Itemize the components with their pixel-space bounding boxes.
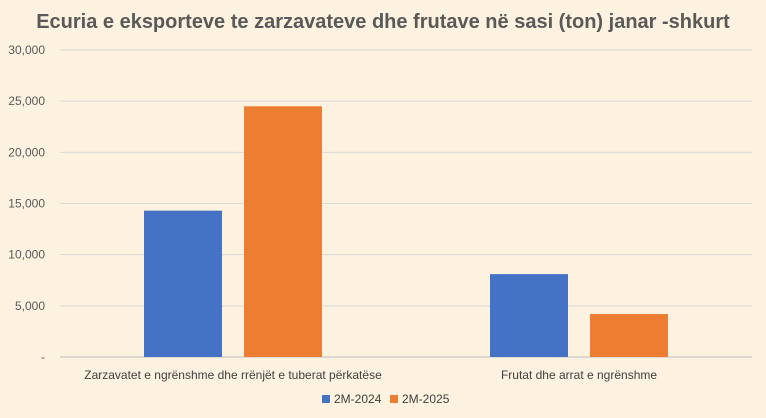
x-category-label: Zarzavatet e ngrënshme dhe rrënjët e tub… [84,368,382,382]
x-category-label: Frutat dhe arrat e ngrënshme [501,368,657,382]
bar-2m-2024-1 [144,210,222,357]
legend-label-2m-2024: 2M-2024 [334,392,382,406]
legend: 2M-2024 2M-2025 [322,392,450,406]
y-tick-label: 5,000 [15,299,45,313]
x-axis: Zarzavatet e ngrënshme dhe rrënjët e tub… [84,368,657,382]
bars [144,106,668,358]
bar-2m-2025-2 [590,314,668,357]
legend-swatch-2m-2024 [322,395,330,403]
y-axis: - 5,000 10,000 15,000 20,000 25,000 30,000 [8,43,45,364]
y-tick-label: - [41,350,45,364]
y-tick-label: 10,000 [8,248,45,262]
chart-title: Ecuria e eksporteve te zarzavateve dhe f… [36,11,730,33]
y-tick-label: 15,000 [8,197,45,211]
y-tick-label: 25,000 [8,94,45,108]
legend-label-2m-2025: 2M-2025 [402,392,450,406]
bar-2m-2024-2 [490,274,568,357]
bar-2m-2025-1 [244,106,322,358]
y-tick-label: 30,000 [8,43,45,57]
legend-swatch-2m-2025 [390,395,398,403]
y-tick-label: 20,000 [8,145,45,159]
